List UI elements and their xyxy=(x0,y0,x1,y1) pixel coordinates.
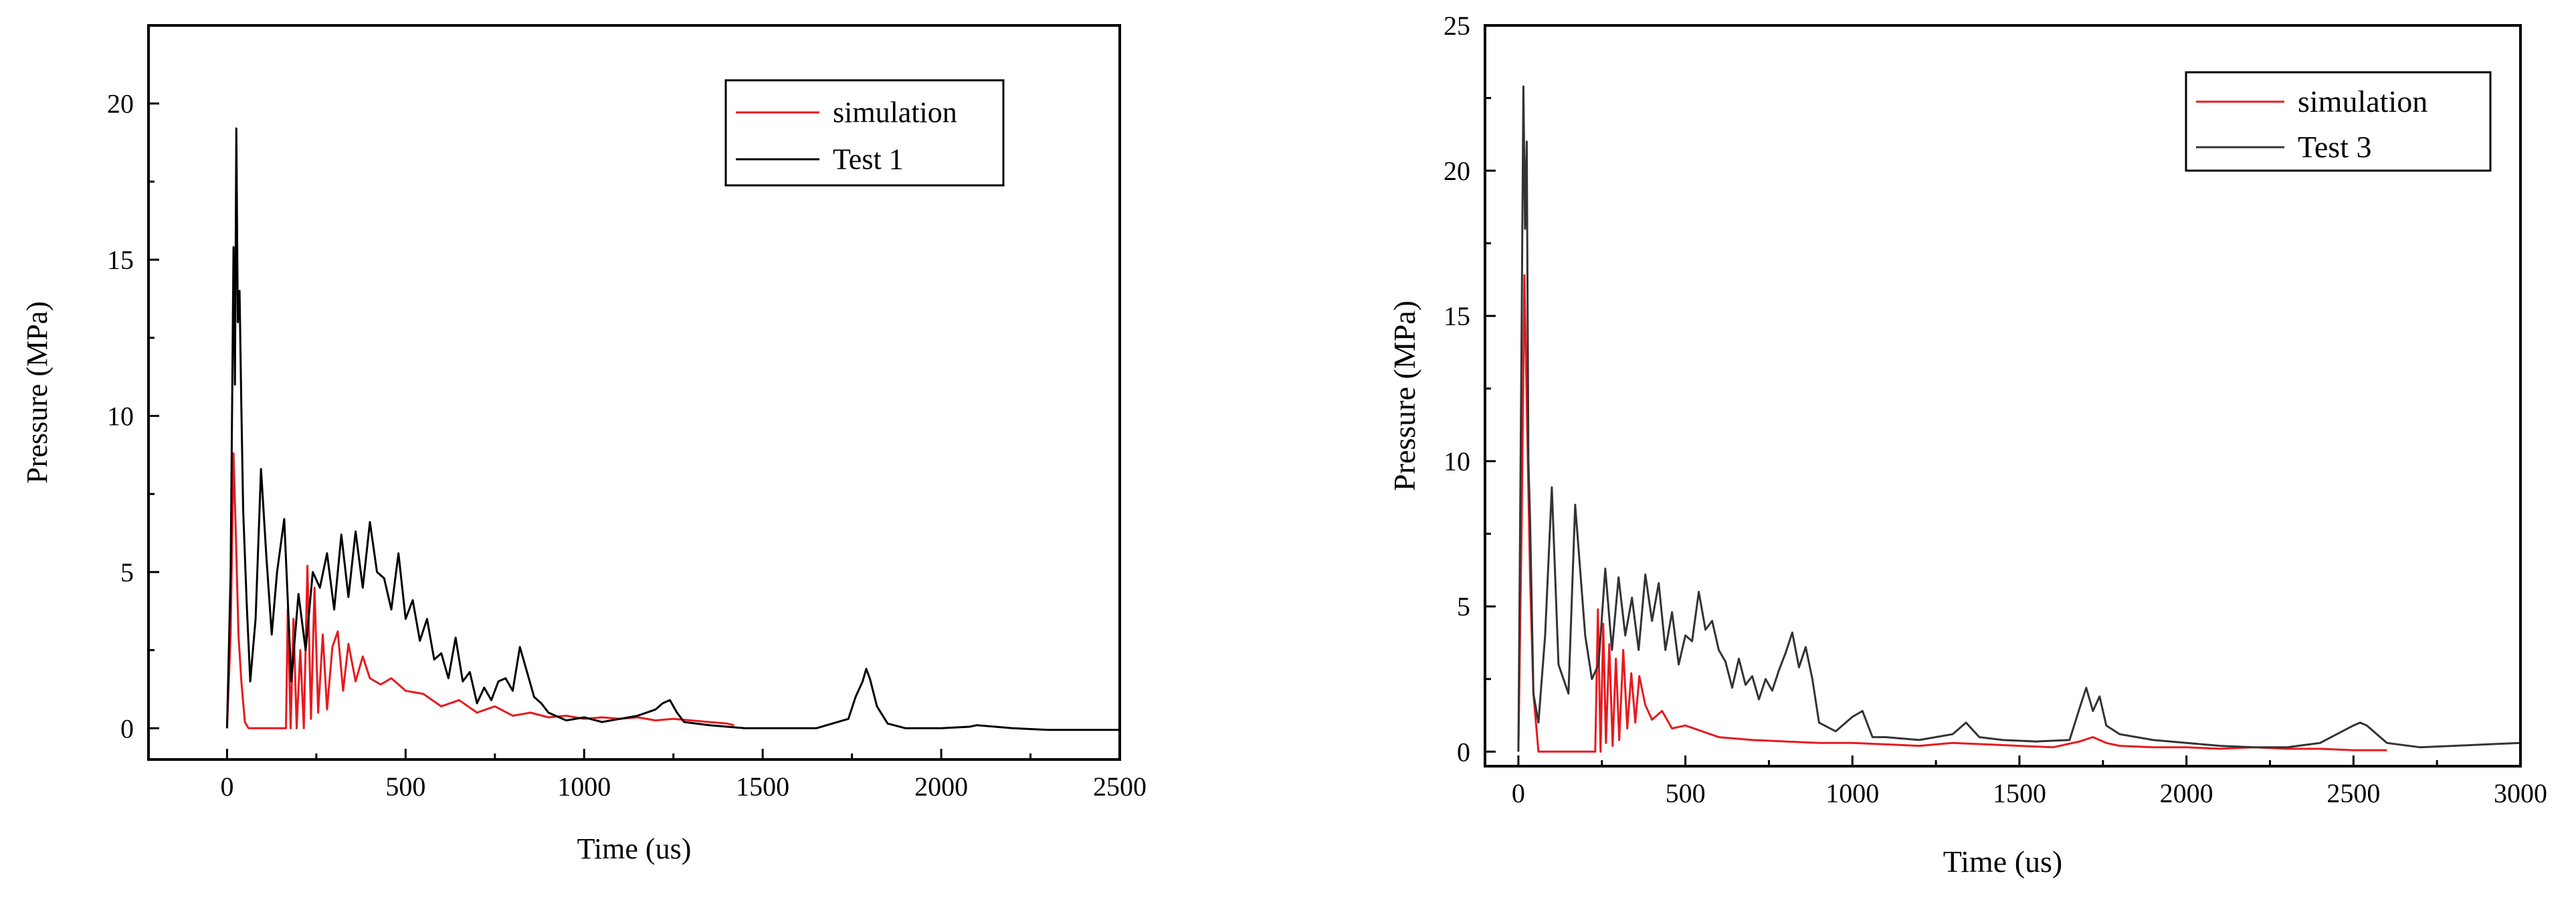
x-axis-title: Time (us) xyxy=(577,832,692,865)
chart-panel-1: 0 500 1000 1500 2000 2500 0 5 10 15 20 Time (us) Pre… xyxy=(21,24,1147,865)
y-tick-label: 20 xyxy=(1444,156,1470,186)
x-tick-label: 0 xyxy=(1512,778,1525,808)
y-tick-label: 20 xyxy=(107,89,134,119)
series-line-simulation xyxy=(225,452,734,729)
x-tick-label: 2500 xyxy=(1093,772,1147,802)
y-tick-label: 15 xyxy=(1444,301,1470,331)
x-tick-label: 1500 xyxy=(1993,778,2046,808)
y-tick-label: 25 xyxy=(1444,11,1470,41)
legend-label: Test 1 xyxy=(833,143,904,176)
y-tick-label: 0 xyxy=(120,713,134,743)
series-line-simulation xyxy=(1517,274,2387,753)
y-tick-label: 15 xyxy=(107,245,134,275)
x-tick-label: 2000 xyxy=(2160,778,2213,808)
legend: simulation Test 1 xyxy=(724,79,1005,187)
legend-label: Test 3 xyxy=(2298,130,2372,164)
series-line-test-1 xyxy=(225,127,1120,731)
plot-frame xyxy=(1484,24,2522,768)
x-tick-label: 1000 xyxy=(557,772,611,802)
x-axis-title: Time (us) xyxy=(1943,844,2063,879)
x-tick-label: 1000 xyxy=(1825,778,1879,808)
x-tick-label: 2000 xyxy=(914,772,968,802)
y-tick-label: 10 xyxy=(1444,446,1470,476)
y-axis-title: Pressure (MPa) xyxy=(1387,300,1421,491)
x-tick-label: 3000 xyxy=(2494,778,2547,808)
y-tick-label: 5 xyxy=(1457,592,1470,622)
x-tick-label: 500 xyxy=(1666,778,1706,808)
x-tick-label: 2500 xyxy=(2326,778,2380,808)
legend-label: simulation xyxy=(833,96,957,129)
legend-box xyxy=(724,79,1005,187)
y-tick-label: 10 xyxy=(107,401,134,432)
x-tick-label: 1500 xyxy=(736,772,789,802)
series-line-test-3 xyxy=(1517,85,2520,752)
x-tick-label: 0 xyxy=(220,772,233,802)
y-tick-label: 0 xyxy=(1457,737,1470,767)
y-tick-label: 5 xyxy=(120,557,134,588)
plot-frame xyxy=(147,24,1121,761)
legend-box xyxy=(2185,71,2492,172)
legend: simulation Test 3 xyxy=(2185,71,2492,172)
x-tick-label: 500 xyxy=(385,772,425,802)
y-axis-title: Pressure (MPa) xyxy=(21,301,54,484)
legend-label: simulation xyxy=(2298,84,2428,118)
chart-panel-2: 0 500 1000 1500 2000 2500 3000 0 5 10 15 20 25 Time (… xyxy=(1387,11,2547,879)
